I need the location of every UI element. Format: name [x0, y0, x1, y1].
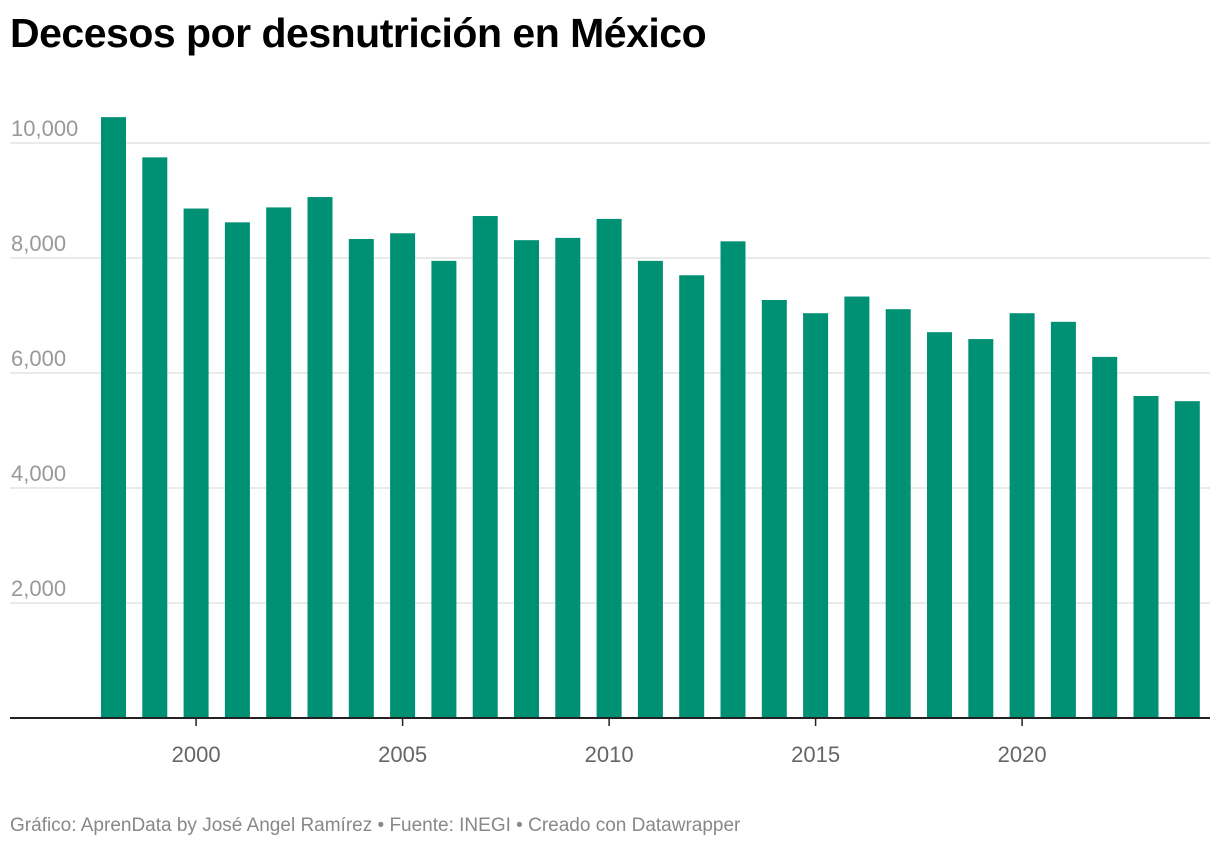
- bar-2018: [927, 332, 952, 718]
- x-tick-label-2005: 2005: [378, 742, 427, 767]
- bar-2019: [968, 339, 994, 718]
- bar-2009: [555, 237, 581, 718]
- y-tick-label-8000: 8,000: [11, 231, 66, 256]
- bar-2021: [1050, 321, 1076, 718]
- y-tick-label-2000: 2,000: [11, 576, 66, 601]
- bar-2024: [1174, 401, 1200, 718]
- x-tick-label-2000: 2000: [172, 742, 221, 767]
- bar-1999: [142, 157, 168, 718]
- bar-2000: [183, 208, 209, 719]
- bar-2016: [844, 296, 870, 718]
- bars: [101, 117, 1200, 719]
- bar-2003: [307, 197, 333, 719]
- y-tick-label-6000: 6,000: [11, 346, 66, 371]
- x-tick-label-2010: 2010: [585, 742, 634, 767]
- bar-1998: [101, 117, 126, 718]
- bar-2010: [596, 218, 622, 718]
- bar-2013: [720, 241, 746, 718]
- bar-2023: [1133, 396, 1159, 718]
- bar-2014: [761, 299, 787, 718]
- x-tick-label-2015: 2015: [791, 742, 840, 767]
- bar-2012: [679, 275, 705, 718]
- bar-2022: [1092, 356, 1118, 718]
- chart-footer: Gráfico: AprenData by José Angel Ramírez…: [10, 815, 741, 836]
- bar-2004: [348, 239, 374, 718]
- bar-2002: [266, 207, 292, 718]
- y-axis-ticks: 2,000 4,000 6,000 8,000 10,000: [11, 116, 78, 601]
- y-tick-label-10000: 10,000: [11, 116, 78, 141]
- bar-2005: [390, 233, 416, 718]
- x-axis-ticks: 2000 2005 2010 2015 2020: [172, 718, 1047, 767]
- bar-2008: [514, 240, 539, 719]
- bar-2015: [803, 313, 829, 718]
- y-tick-label-4000: 4,000: [11, 461, 66, 486]
- x-tick-label-2020: 2020: [998, 742, 1047, 767]
- chart-title: Decesos por desnutrición en México: [10, 10, 707, 56]
- bar-2001: [224, 222, 250, 718]
- bar-2020: [1009, 313, 1035, 718]
- bar-2007: [472, 216, 498, 718]
- bar-2017: [885, 309, 911, 718]
- bar-2011: [637, 260, 663, 718]
- bar-2006: [431, 260, 457, 718]
